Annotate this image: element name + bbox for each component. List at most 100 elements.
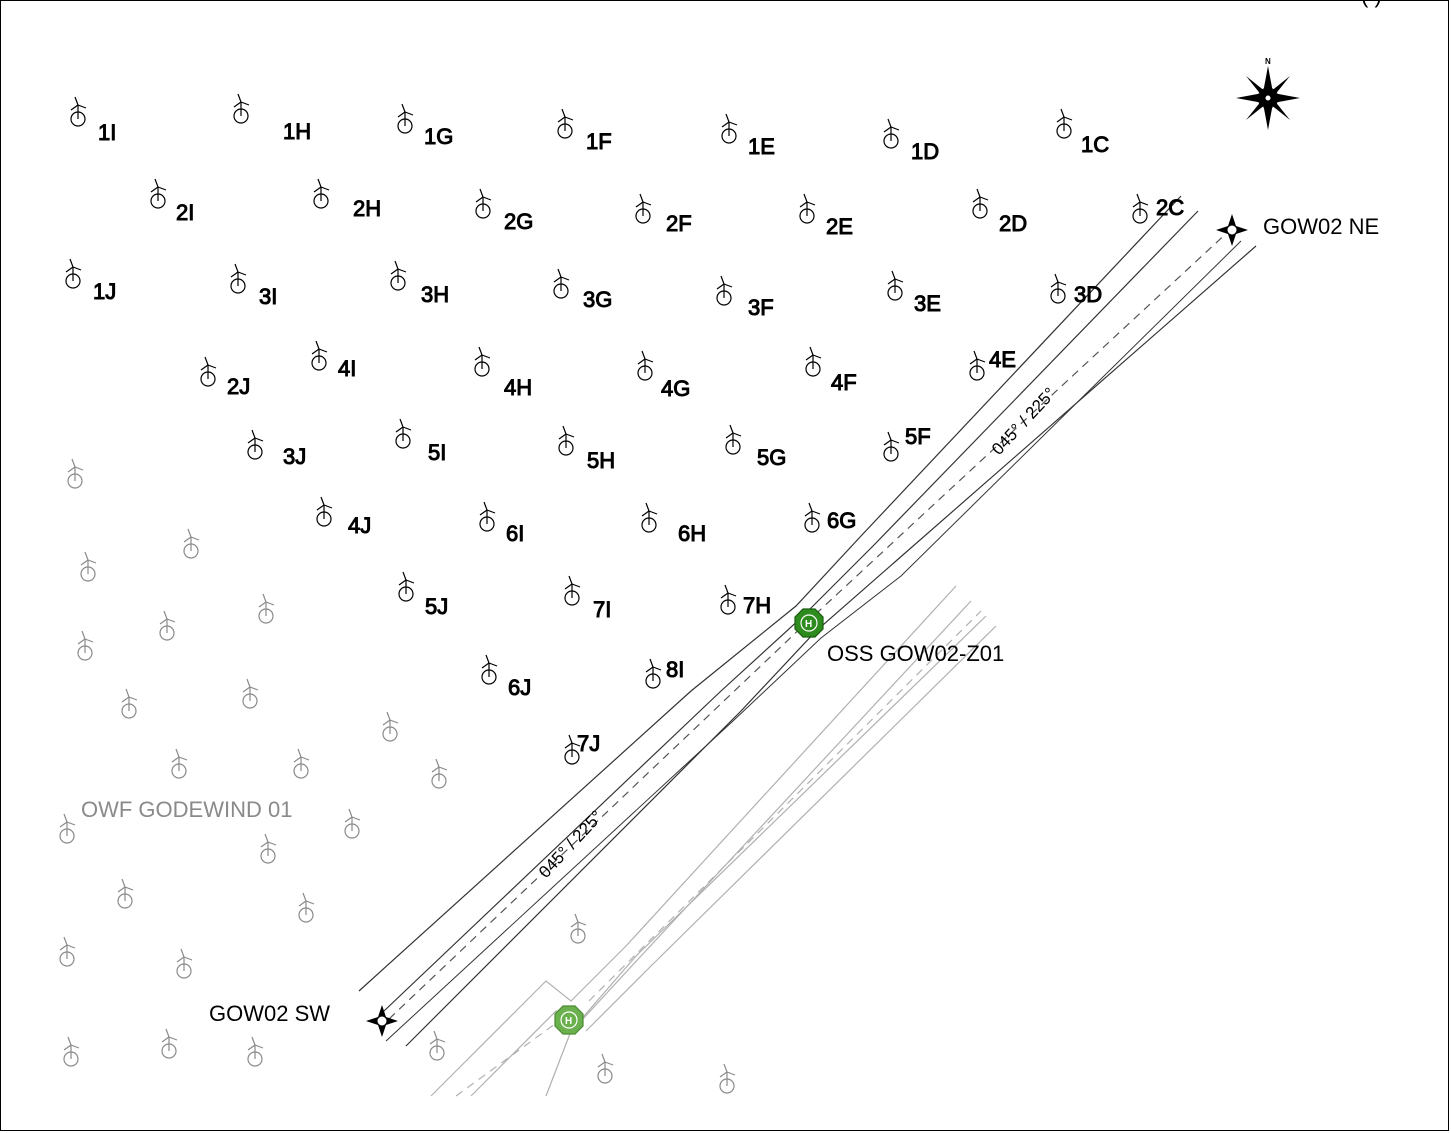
neighbour-turbine-icon bbox=[67, 458, 84, 489]
substation-helipad-icon[interactable]: H bbox=[794, 608, 824, 638]
waypoint-ne-icon[interactable] bbox=[1216, 214, 1248, 246]
neighbour-turbine-icon bbox=[159, 610, 176, 641]
turbine-3J[interactable]: 3J bbox=[247, 429, 307, 470]
turbine-2G[interactable]: 2G bbox=[475, 188, 534, 235]
waypoint-sw-icon[interactable] bbox=[366, 1005, 398, 1037]
turbine-label: 4G bbox=[661, 376, 690, 401]
turbine-5J[interactable]: 5J bbox=[398, 571, 449, 620]
wind-turbine-icon bbox=[1132, 193, 1149, 224]
neighbour-turbine-icon bbox=[176, 948, 193, 979]
turbine-1C[interactable]: 1C bbox=[1056, 108, 1110, 158]
turbine-label: 3I bbox=[259, 284, 277, 309]
turbine-label: 5J bbox=[425, 594, 448, 619]
turbine-1E[interactable]: 1E bbox=[721, 113, 775, 160]
turbine-4I[interactable]: 4I bbox=[311, 340, 357, 382]
turbine-1I[interactable]: 1I bbox=[70, 96, 117, 146]
turbine-7I[interactable]: 7I bbox=[564, 575, 612, 623]
turbine-1G[interactable]: 1G bbox=[397, 103, 454, 150]
turbine-5G[interactable]: 5G bbox=[725, 424, 787, 471]
turbine-6H[interactable]: 6H bbox=[641, 502, 707, 547]
wind-turbine-icon bbox=[481, 654, 498, 685]
svg-text:H: H bbox=[805, 619, 812, 630]
turbine-2C[interactable]: 2C bbox=[1132, 193, 1185, 224]
neighbour-corridor bbox=[430, 585, 997, 1097]
turbine-4E[interactable]: 4E bbox=[969, 347, 1016, 381]
turbine-label: 4I bbox=[338, 356, 356, 381]
neighbour-turbine-icon bbox=[121, 688, 138, 719]
wind-turbine-icon bbox=[558, 425, 575, 456]
substation-label: OSS GOW02-Z01 bbox=[827, 641, 1004, 666]
wind-turbine-icon bbox=[1050, 273, 1067, 304]
neighbour-turbine-icon bbox=[183, 528, 200, 559]
turbine-6J[interactable]: 6J bbox=[481, 654, 532, 701]
turbine-2H[interactable]: 2H bbox=[313, 178, 382, 222]
turbine-label: 1I bbox=[98, 120, 116, 145]
turbine-1D[interactable]: 1D bbox=[883, 118, 940, 165]
turbine-1J[interactable]: 1J bbox=[65, 258, 117, 305]
neighbour-turbine-icon bbox=[59, 813, 76, 844]
turbine-4F[interactable]: 4F bbox=[805, 346, 857, 396]
turbine-label: 4E bbox=[989, 347, 1016, 372]
turbine-2D[interactable]: 2D bbox=[972, 188, 1028, 237]
turbine-label: 5H bbox=[587, 448, 615, 473]
wind-turbine-icon bbox=[311, 340, 328, 371]
wind-turbine-icon bbox=[635, 193, 652, 224]
turbine-5I[interactable]: 5I bbox=[395, 418, 447, 466]
wind-turbine-icon bbox=[887, 270, 904, 301]
wind-turbine-icon bbox=[479, 501, 496, 532]
wind-turbine-icon bbox=[720, 584, 737, 615]
turbine-8I[interactable]: 8I bbox=[645, 657, 685, 689]
turbine-label: 3J bbox=[283, 444, 306, 469]
turbine-label: 1D bbox=[911, 139, 939, 164]
turbine-label: 7J bbox=[577, 731, 600, 756]
turbine-2I[interactable]: 2I bbox=[150, 178, 195, 226]
turbine-4G[interactable]: 4G bbox=[637, 350, 691, 402]
turbine-7J[interactable]: 7J bbox=[564, 731, 601, 765]
turbine-4H[interactable]: 4H bbox=[474, 346, 533, 401]
turbine-3H[interactable]: 3H bbox=[390, 260, 450, 308]
turbine-6G[interactable]: 6G bbox=[804, 502, 857, 534]
wind-turbine-icon bbox=[883, 118, 900, 149]
turbine-2J[interactable]: 2J bbox=[200, 356, 251, 400]
wind-turbine-icon bbox=[721, 113, 738, 144]
turbine-label: 4F bbox=[831, 370, 857, 395]
turbine-1F[interactable]: 1F bbox=[557, 108, 612, 155]
turbine-3I[interactable]: 3I bbox=[230, 263, 278, 310]
turbine-label: 2G bbox=[504, 209, 533, 234]
turbine-label: 1H bbox=[283, 119, 311, 144]
wind-turbine-icon bbox=[725, 424, 742, 455]
turbine-label: 4H bbox=[504, 375, 532, 400]
turbine-1H[interactable]: 1H bbox=[233, 93, 312, 145]
corner-reference: ( ) bbox=[1361, 1, 1382, 8]
turbine-label: 1C bbox=[1081, 132, 1109, 157]
neighbour-turbine-icon bbox=[570, 913, 587, 944]
corridor-bearing-upper: 045° / 225° bbox=[988, 384, 1060, 459]
turbine-5F[interactable]: 5F bbox=[883, 424, 931, 462]
waypoint-sw-label: GOW02 SW bbox=[209, 1001, 330, 1026]
turbine-3F[interactable]: 3F bbox=[716, 275, 774, 321]
turbine-2E[interactable]: 2E bbox=[799, 193, 853, 240]
turbine-7H[interactable]: 7H bbox=[720, 584, 772, 619]
wind-turbine-icon bbox=[645, 658, 662, 689]
turbine-6I[interactable]: 6I bbox=[479, 501, 525, 547]
turbine-3E[interactable]: 3E bbox=[887, 270, 941, 317]
neighbour-turbine-icon bbox=[597, 1053, 614, 1084]
turbine-label: 2J bbox=[227, 374, 250, 399]
turbine-label: 1G bbox=[424, 124, 453, 149]
turbine-label: 2F bbox=[666, 211, 692, 236]
wind-turbine-icon bbox=[972, 188, 989, 219]
wind-turbine-icon bbox=[557, 108, 574, 139]
turbine-4J[interactable]: 4J bbox=[316, 496, 372, 539]
turbine-3D[interactable]: 3D bbox=[1050, 273, 1103, 308]
turbine-2F[interactable]: 2F bbox=[635, 193, 692, 237]
wind-turbine-icon bbox=[65, 258, 82, 289]
wind-turbine-icon bbox=[475, 188, 492, 219]
wind-turbine-icon bbox=[397, 103, 414, 134]
wind-turbine-icon bbox=[805, 346, 822, 377]
neighbour-turbine-icon bbox=[260, 833, 277, 864]
neighbour-turbine-icon bbox=[429, 1030, 446, 1061]
turbine-5H[interactable]: 5H bbox=[558, 425, 616, 474]
turbine-3G[interactable]: 3G bbox=[553, 268, 613, 313]
turbine-label: 2C bbox=[1156, 195, 1184, 220]
